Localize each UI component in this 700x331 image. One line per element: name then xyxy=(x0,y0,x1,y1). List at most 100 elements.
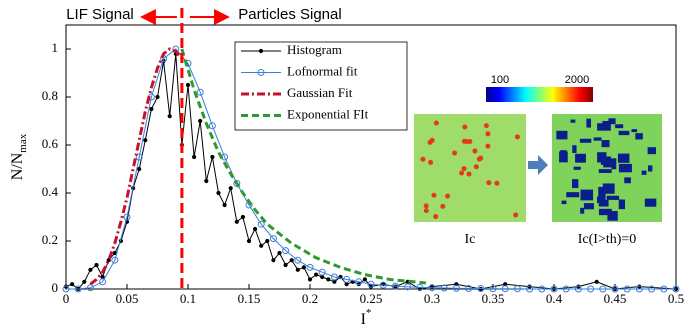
annotation-right: Particles Signal xyxy=(238,6,341,23)
y-label-main: N/N xyxy=(9,152,26,180)
image-blob xyxy=(597,123,611,130)
series-marker xyxy=(168,115,171,118)
image-blob xyxy=(607,196,619,200)
image-blob xyxy=(631,129,637,132)
series-marker xyxy=(290,259,293,262)
legend-marker xyxy=(259,49,262,52)
image-blob xyxy=(580,139,591,143)
image-blob xyxy=(574,167,581,170)
series-marker xyxy=(327,278,330,281)
image-blob xyxy=(559,151,568,162)
image-spot xyxy=(515,134,520,139)
series-marker xyxy=(101,275,104,278)
image-spot xyxy=(485,144,490,149)
chart: LIF Signal Particles Signal N/Nmax I* 10… xyxy=(0,0,700,331)
image-blob xyxy=(648,165,652,171)
image-blob xyxy=(556,131,567,140)
series-marker xyxy=(205,179,208,182)
series-marker xyxy=(241,215,244,218)
image-spot xyxy=(462,125,467,130)
image-spot xyxy=(485,131,490,136)
x-tick-label: 0.3 xyxy=(424,291,440,306)
image-blob xyxy=(603,183,615,193)
image-blob xyxy=(586,119,591,128)
inset-arrow xyxy=(528,155,548,175)
y-label-sub: max xyxy=(17,133,29,152)
image-spot xyxy=(459,171,464,176)
y-axis-label: N/Nmax xyxy=(9,133,29,180)
series-marker xyxy=(260,244,263,247)
image-blob xyxy=(619,199,625,209)
inset-left-label: Ic xyxy=(465,232,476,247)
series-marker xyxy=(71,283,74,286)
series-marker xyxy=(150,107,153,110)
y-tick-label: 0.8 xyxy=(42,88,58,103)
image-spot xyxy=(484,123,489,128)
x-axis-label: I* xyxy=(361,307,372,328)
legend-label: Lofnormal fit xyxy=(287,63,358,78)
x-tick-label: 0.45 xyxy=(604,291,627,306)
series-marker xyxy=(89,268,92,271)
series-marker xyxy=(278,251,281,254)
series-marker xyxy=(235,220,238,223)
series-marker xyxy=(144,139,147,142)
series-marker xyxy=(95,263,98,266)
image-spot xyxy=(486,180,491,185)
x-tick-label: 0 xyxy=(63,291,70,306)
image-blob xyxy=(635,133,642,139)
series-marker xyxy=(156,95,159,98)
image-spot xyxy=(513,212,518,217)
image-spot xyxy=(433,214,438,219)
series-marker xyxy=(83,280,86,283)
image-spot xyxy=(472,149,477,154)
series-marker xyxy=(345,283,348,286)
legend-label: Exponential FIt xyxy=(287,106,369,121)
series-marker xyxy=(595,280,598,283)
series-marker xyxy=(186,83,189,86)
image-spot xyxy=(478,156,483,161)
x-tick-label: 0.15 xyxy=(238,291,261,306)
series-marker xyxy=(229,187,232,190)
image-blob xyxy=(602,140,610,147)
series-marker xyxy=(247,239,250,242)
series-marker xyxy=(315,273,318,276)
image-blob xyxy=(599,169,612,173)
y-tick-label: 0.4 xyxy=(42,184,59,199)
image-blob xyxy=(580,208,584,214)
colorbar-max: 2000 xyxy=(565,74,589,86)
x-label-sup: * xyxy=(366,307,372,319)
legend-label: Histogram xyxy=(287,42,342,57)
image-spot xyxy=(474,164,479,169)
image-blob xyxy=(618,154,630,163)
series-marker xyxy=(199,119,202,122)
image-blob xyxy=(584,203,594,209)
x-tick-label: 0.4 xyxy=(546,291,563,306)
series-marker xyxy=(308,278,311,281)
series-marker xyxy=(363,278,366,281)
image-blob xyxy=(571,120,576,123)
image-spot xyxy=(440,204,445,209)
y-tick-label: 0.6 xyxy=(42,136,59,151)
inset: 100 2000 Ic Ic(I>th)=0 xyxy=(414,74,662,247)
x-tick-label: 0.2 xyxy=(302,291,318,306)
image-spot xyxy=(428,160,433,165)
series-marker xyxy=(193,155,196,158)
image-spot xyxy=(464,139,469,144)
series-marker xyxy=(302,266,305,269)
series-marker xyxy=(138,167,141,170)
series-marker xyxy=(223,203,226,206)
image-spot xyxy=(420,157,425,162)
colorbar xyxy=(486,87,593,102)
series-marker xyxy=(254,227,257,230)
image-blob xyxy=(645,199,656,207)
image-blob xyxy=(642,171,647,175)
image-blob xyxy=(599,200,609,207)
image-blob xyxy=(607,211,617,221)
image-spot xyxy=(431,193,436,198)
series-marker xyxy=(321,275,324,278)
x-tick-label: 0.5 xyxy=(668,291,684,306)
image-blob xyxy=(572,179,578,188)
image-blob xyxy=(594,137,602,140)
series-marker xyxy=(113,251,116,254)
image-blob xyxy=(572,145,576,153)
